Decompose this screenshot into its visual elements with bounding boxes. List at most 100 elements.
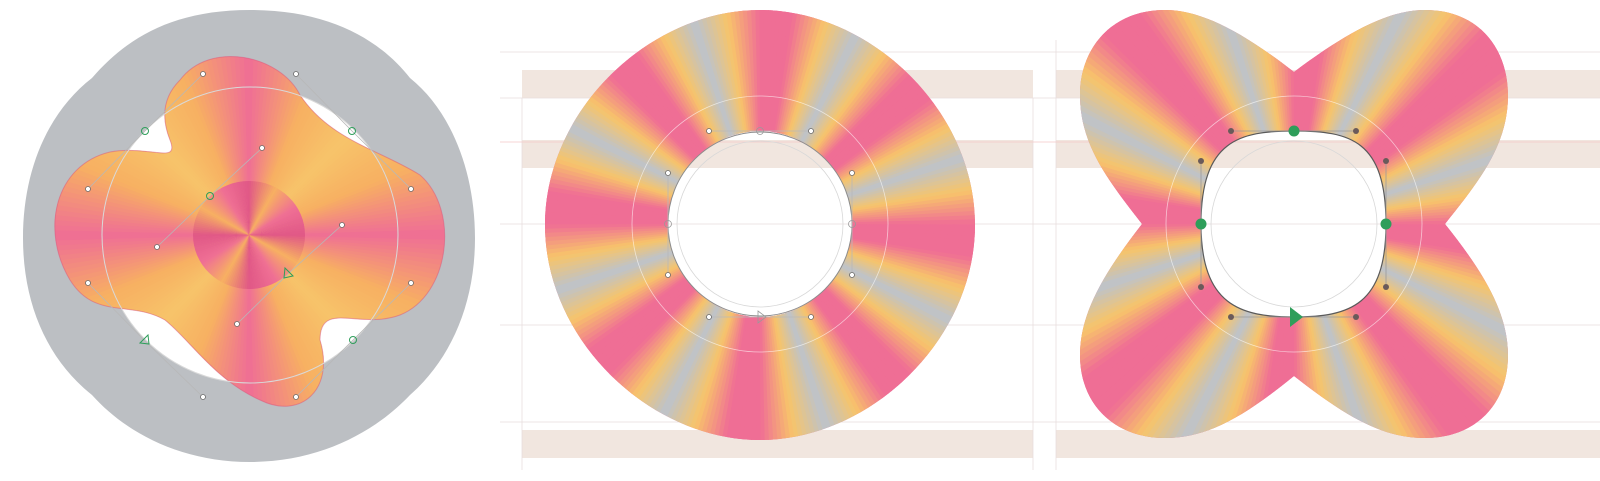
bezier-handles[interactable] (85, 71, 414, 400)
handle-dot[interactable] (200, 71, 206, 77)
handle-dot[interactable] (808, 314, 814, 320)
gradient-wedge (249, 119, 445, 235)
anchor-points[interactable] (138, 127, 357, 345)
handle-dot[interactable] (1383, 284, 1389, 290)
handle-dot[interactable] (1383, 158, 1389, 164)
right-canvas-panel[interactable] (1045, 0, 1600, 481)
gradient-wedge (249, 195, 445, 235)
gradient-wedge (54, 235, 249, 372)
handle-dot[interactable] (408, 280, 414, 286)
anchor-points[interactable] (664, 127, 856, 324)
handle-dot[interactable] (706, 128, 712, 134)
gradient-wedge (249, 235, 445, 379)
bezier-handles[interactable] (1198, 128, 1389, 320)
anchor-point[interactable] (756, 127, 764, 135)
anchor-point[interactable] (1288, 125, 1300, 137)
gradient-wedge (91, 56, 249, 235)
handle-dot[interactable] (85, 280, 91, 286)
handle-dot[interactable] (849, 170, 855, 176)
gradient-wedge (249, 235, 379, 407)
handle-dot[interactable] (706, 314, 712, 320)
handle-dot[interactable] (234, 321, 240, 327)
anchor-points[interactable] (1195, 125, 1392, 328)
gradient-wedge (249, 134, 445, 235)
handle-dot[interactable] (849, 272, 855, 278)
gradient-wedge (193, 235, 249, 245)
gradient-wedge (54, 234, 249, 244)
gradient-wedge (249, 91, 445, 235)
anchor-point[interactable] (1380, 218, 1392, 230)
gradient-wedge (236, 181, 249, 235)
gradient-wedge (249, 172, 445, 235)
gradient-wedge (193, 235, 249, 266)
construction-circle (1165, 95, 1423, 353)
handle-dot[interactable] (408, 186, 414, 192)
gradient-wedge (54, 235, 249, 267)
gradient-wedge (148, 56, 249, 235)
start-triangle-icon[interactable] (1290, 307, 1303, 327)
gradient-wedge (249, 219, 305, 235)
start-triangle-icon[interactable] (283, 266, 294, 279)
gradient-wedge (54, 235, 249, 260)
bezier-handles[interactable] (665, 128, 855, 320)
middle-canvas (500, 10, 1045, 470)
right-canvas (1045, 10, 1600, 470)
gradient-wedge (54, 119, 249, 235)
gradient-wedge (249, 210, 305, 235)
gradient-wedge (54, 105, 249, 235)
handle-dot[interactable] (85, 186, 91, 192)
handle-dot[interactable] (259, 145, 265, 151)
handle-dot[interactable] (1353, 314, 1359, 320)
gradient-wedge (193, 235, 249, 260)
gradient-wedge (215, 181, 249, 235)
gradient-wedge (249, 164, 445, 235)
gradient-wedge (249, 235, 328, 407)
gradient-wedge (193, 235, 249, 248)
handle-dot[interactable] (200, 394, 206, 400)
handle-dot[interactable] (1228, 128, 1234, 134)
handle-dot[interactable] (293, 394, 299, 400)
start-triangle-icon[interactable] (757, 310, 767, 324)
handle-dot[interactable] (1353, 128, 1359, 134)
anchor-point[interactable] (848, 220, 856, 228)
gradient-wedge (245, 181, 250, 235)
handle-dot[interactable] (665, 272, 671, 278)
gradient-wedge (54, 235, 249, 329)
handle-dot[interactable] (808, 128, 814, 134)
anchor-point[interactable] (1195, 218, 1207, 230)
gradient-wedge (217, 56, 249, 235)
handle-dot[interactable] (665, 170, 671, 176)
gradient-wedge (249, 126, 445, 235)
gradient-wedge (249, 231, 305, 236)
handle-dot[interactable] (293, 71, 299, 77)
anchor-point[interactable] (349, 336, 357, 344)
gradient-wedge (193, 235, 249, 257)
gradient-wedge (249, 218, 445, 235)
gradient-wedge (54, 235, 249, 275)
anchor-point[interactable] (348, 127, 356, 135)
gradient-wedge (249, 235, 445, 351)
handle-dot[interactable] (154, 244, 160, 250)
start-triangle-icon[interactable] (138, 333, 150, 345)
gradient-wedge (249, 181, 286, 235)
gradient-wedge (193, 235, 249, 263)
middle-canvas-panel[interactable] (500, 0, 1045, 481)
anchor-point[interactable] (664, 220, 672, 228)
gradient-wedge (249, 235, 305, 263)
anchor-point[interactable] (141, 127, 149, 135)
gradient-wedge (54, 235, 249, 379)
handle-dot[interactable] (1198, 158, 1204, 164)
handle-dot[interactable] (1228, 314, 1234, 320)
left-canvas-panel[interactable] (0, 0, 500, 481)
gradient-wedge (224, 181, 249, 235)
anchor-point[interactable] (206, 192, 214, 200)
gradient-wedge (249, 235, 274, 289)
construction-circle-inner (1210, 140, 1378, 308)
handle-dot[interactable] (1198, 284, 1204, 290)
gradient-wedge (249, 235, 289, 407)
gradient-wedge (221, 181, 249, 235)
handle-dot[interactable] (339, 222, 345, 228)
gradient-wedge (105, 56, 249, 235)
gradient-wedge (249, 235, 445, 386)
gradient-wedge (112, 56, 249, 235)
